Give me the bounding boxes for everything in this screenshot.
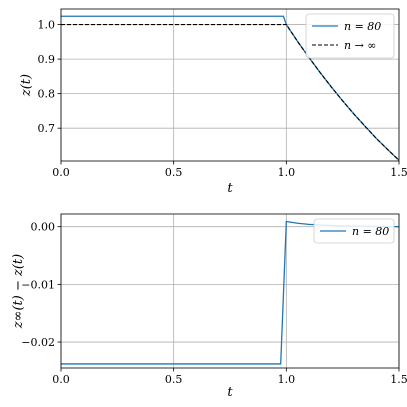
y-axis-label: z(t) <box>19 74 34 97</box>
x-tick-label: 1.0 <box>278 166 296 179</box>
chart-2: 0.0 0.5 1.0 1.5 −0.02 −0.01 0.00 t z∞(t) − z(t) n… <box>11 213 407 400</box>
y-tick-label: −0.01 <box>21 278 55 291</box>
y-tick-label: 0.7 <box>38 122 56 135</box>
x-axis-label: t <box>227 385 233 400</box>
y-tick-label: 0.00 <box>31 221 56 234</box>
legend-label: n → ∞ <box>344 39 376 52</box>
x-tick-label: 0.5 <box>165 166 183 179</box>
x-tick-label: 0.0 <box>52 373 70 386</box>
y-tick-label: 0.9 <box>38 53 56 66</box>
legend-box <box>313 218 395 244</box>
plot-frame <box>60 8 400 162</box>
x-axis-label: t <box>227 181 233 196</box>
x-tick-label: 1.0 <box>278 373 296 386</box>
x-tick-label: 1.5 <box>390 373 407 386</box>
x-tick-label: 1.5 <box>390 166 407 179</box>
legend-label: n = 80 <box>352 225 389 238</box>
chart-1: 0.0 0.5 1.0 1.5 0.7 0.8 0.9 1.0 t z(t) n = 80 n → ∞ <box>19 8 407 196</box>
legend: n = 80 <box>313 218 395 244</box>
legend-label: n = 80 <box>344 20 381 33</box>
y-tick-label: 1.0 <box>38 19 56 32</box>
y-tick-label: −0.02 <box>21 336 55 349</box>
legend: n = 80 n → ∞ <box>305 13 395 59</box>
x-tick-label: 0.5 <box>165 373 183 386</box>
legend-box <box>305 13 395 59</box>
x-tick-label: 0.0 <box>52 166 70 179</box>
plot-frame <box>60 213 400 369</box>
y-axis-label: z∞(t) − z(t) <box>11 254 26 329</box>
y-tick-label: 0.8 <box>38 88 56 101</box>
series-line-n-infinity <box>61 23 399 161</box>
